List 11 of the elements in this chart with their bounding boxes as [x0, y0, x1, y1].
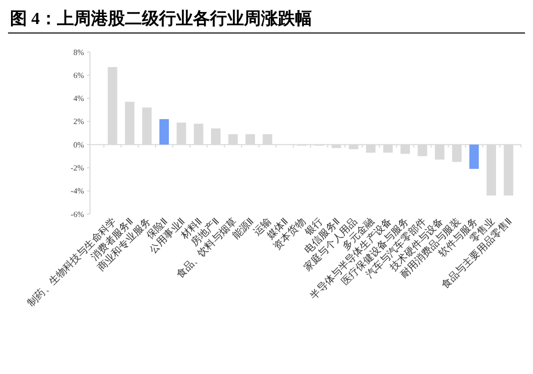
y-tick-label: 4%	[73, 94, 84, 104]
y-tick-label: 2%	[73, 117, 84, 126]
bar	[469, 144, 479, 169]
y-tick-label: 6%	[73, 70, 84, 80]
y-tick-label: -6%	[70, 210, 84, 219]
y-tick-label: -4%	[70, 186, 84, 196]
y-tick-label: -2%	[70, 164, 84, 173]
y-tick-label: 8%	[73, 48, 84, 57]
y-tick-label: 0%	[73, 140, 84, 150]
chart-title: 图 4：上周港股二级行业各行业周涨跌幅	[10, 9, 312, 28]
bar	[159, 119, 169, 145]
